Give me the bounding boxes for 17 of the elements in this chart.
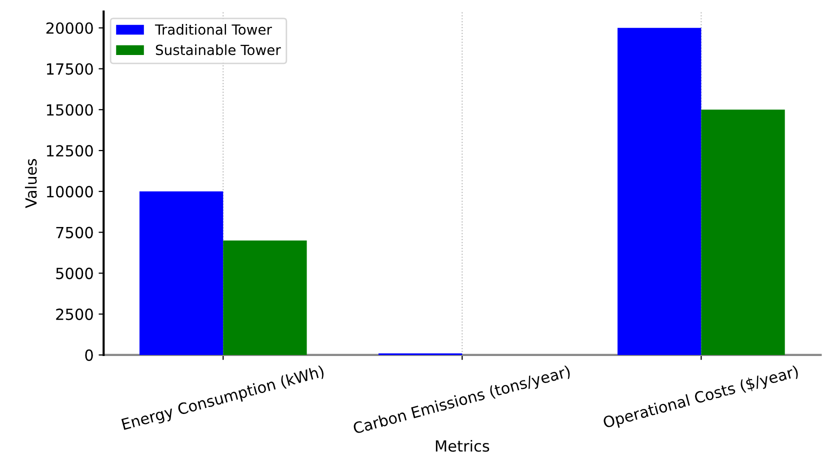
y-tick-label: 17500 xyxy=(46,63,93,75)
legend-label: Traditional Tower xyxy=(154,24,272,35)
y-tick-label: 2500 xyxy=(56,308,93,320)
bar xyxy=(618,28,702,355)
y-tick-label: 0 xyxy=(85,349,93,361)
x-axis-title: Metrics xyxy=(436,440,490,452)
legend-label: Sustainable Tower xyxy=(156,44,281,56)
y-tick-label: 12500 xyxy=(46,145,93,157)
y-tick-label: 10000 xyxy=(46,186,93,198)
y-axis-title: Values xyxy=(24,159,37,208)
y-tick-label: 20000 xyxy=(46,22,93,34)
y-tick-label: 5000 xyxy=(56,268,93,280)
y-tick-label: 15000 xyxy=(46,104,93,116)
bar xyxy=(223,240,307,355)
bar xyxy=(139,191,224,355)
y-tick-label: 7500 xyxy=(56,226,93,238)
bar xyxy=(701,110,785,355)
